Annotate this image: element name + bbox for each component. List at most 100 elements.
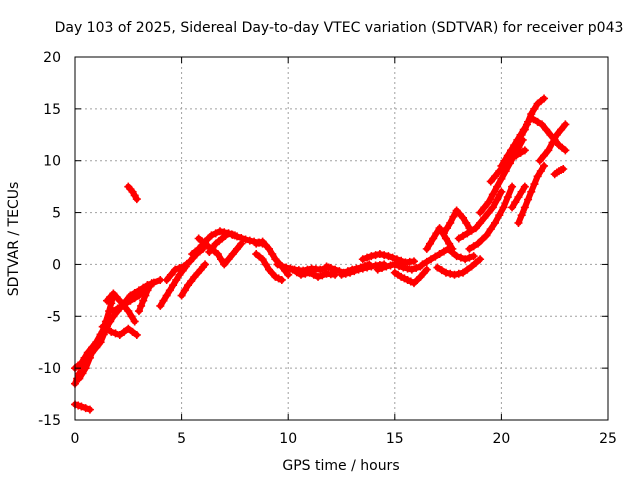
data-point-marker	[557, 125, 566, 134]
data-point-marker	[309, 270, 318, 279]
data-point-marker	[258, 255, 267, 264]
data-point-marker	[540, 161, 549, 170]
data-point-marker	[493, 195, 502, 204]
data-point-marker	[180, 286, 189, 295]
data-point-marker	[495, 211, 504, 220]
data-point-marker	[480, 213, 489, 222]
data-point-marker	[540, 94, 549, 103]
data-point-marker	[471, 258, 480, 267]
data-point-marker	[117, 301, 126, 310]
data-point-marker	[514, 135, 523, 144]
data-point-marker	[382, 262, 391, 271]
data-point-marker	[78, 369, 87, 378]
data-point-marker	[314, 272, 323, 281]
data-point-marker	[461, 255, 470, 264]
data-point-marker	[435, 224, 444, 233]
data-point-marker	[527, 110, 536, 119]
data-point-marker	[147, 279, 156, 288]
data-point-marker	[517, 130, 526, 139]
data-point-marker	[530, 104, 539, 113]
data-point-marker	[508, 182, 517, 191]
data-point-marker	[422, 265, 431, 274]
data-point-marker	[175, 270, 184, 279]
data-point-marker	[535, 156, 544, 165]
data-point-marker	[367, 262, 376, 271]
data-point-marker	[175, 264, 184, 273]
data-point-marker	[126, 296, 135, 305]
data-point-marker	[318, 271, 327, 280]
data-point-marker	[449, 212, 458, 221]
x-tick-label: 5	[177, 431, 186, 447]
data-point-marker	[241, 235, 250, 244]
data-point-marker	[166, 270, 175, 279]
data-point-marker	[390, 260, 399, 269]
y-tick-label: -15	[38, 413, 61, 429]
data-point-marker	[511, 198, 520, 207]
y-tick-label: -5	[47, 309, 61, 325]
data-point-marker	[301, 269, 310, 278]
data-point-marker	[350, 267, 359, 276]
data-point-marker	[124, 324, 133, 333]
y-tick-label: 20	[43, 50, 61, 66]
data-point-marker	[384, 252, 393, 261]
data-point-marker	[386, 261, 395, 270]
series-pass-35	[514, 161, 549, 227]
data-point-marker	[265, 244, 274, 253]
series-pass-15	[205, 229, 239, 256]
data-point-marker	[441, 268, 450, 277]
data-point-marker	[503, 193, 512, 202]
data-point-marker	[201, 260, 210, 269]
data-point-marker	[211, 229, 220, 238]
series-pass-04	[75, 291, 118, 383]
data-point-marker	[375, 250, 384, 259]
series-pass-39	[508, 182, 529, 212]
data-point-marker	[378, 264, 387, 273]
x-axis-label: GPS time / hours	[282, 458, 399, 474]
x-tick-label: 20	[492, 431, 510, 447]
series-pass-34	[508, 94, 549, 155]
data-point-marker	[94, 335, 103, 344]
data-point-marker	[422, 244, 431, 253]
data-point-marker	[407, 265, 416, 274]
data-point-marker	[162, 275, 171, 284]
data-point-marker	[363, 253, 372, 262]
data-point-marker	[456, 253, 465, 262]
y-tick-label: 10	[43, 154, 61, 170]
data-point-marker	[459, 213, 468, 222]
data-point-marker	[177, 291, 186, 300]
series-pass-27	[433, 255, 485, 279]
data-point-marker	[284, 270, 293, 279]
data-point-marker	[561, 120, 570, 129]
data-point-marker	[418, 260, 427, 269]
data-point-marker	[139, 296, 148, 305]
data-point-marker	[159, 296, 168, 305]
data-point-marker	[548, 138, 557, 147]
data-point-marker	[478, 235, 487, 244]
data-point-marker	[316, 265, 325, 274]
data-point-marker	[81, 404, 90, 413]
data-point-marker	[115, 296, 124, 305]
data-point-marker	[439, 229, 448, 238]
data-point-marker	[433, 263, 442, 272]
data-point-marker	[228, 250, 237, 259]
data-point-marker	[98, 322, 107, 331]
data-point-marker	[380, 251, 389, 260]
data-point-marker	[514, 218, 523, 227]
data-point-marker	[431, 252, 440, 261]
series-pass-25	[418, 244, 478, 269]
data-point-marker	[484, 208, 493, 217]
data-point-marker	[445, 239, 454, 248]
data-point-marker	[124, 307, 133, 316]
data-point-marker	[277, 275, 286, 284]
data-point-marker	[437, 266, 446, 275]
data-point-marker	[512, 151, 521, 160]
data-point-marker	[107, 327, 116, 336]
data-point-marker	[388, 253, 397, 262]
data-point-marker	[488, 190, 497, 199]
data-point-marker	[524, 195, 533, 204]
data-point-marker	[476, 208, 485, 217]
data-point-marker	[500, 156, 509, 165]
data-point-marker	[422, 257, 431, 266]
data-point-marker	[462, 218, 471, 227]
